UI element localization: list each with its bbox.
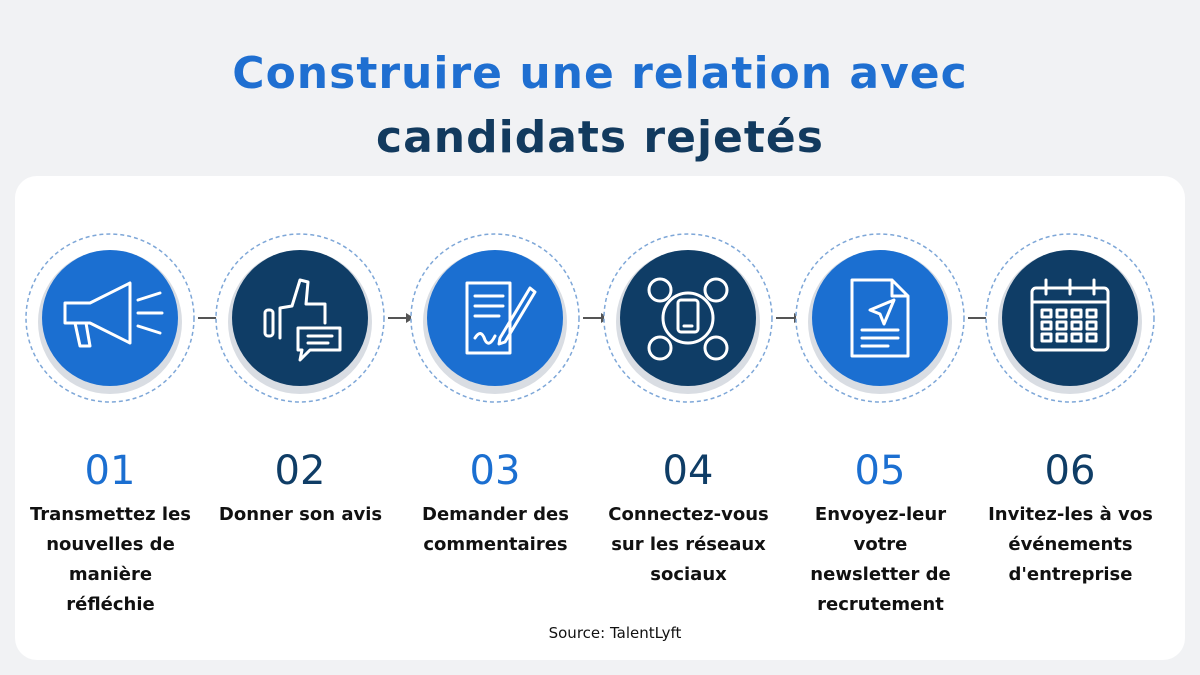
calendar-cell: [1040, 332, 1053, 343]
step-circle: [1002, 250, 1138, 386]
step-icon: [647, 277, 729, 361]
card: [15, 176, 1185, 660]
step-circle: [620, 250, 756, 386]
calendar-cell: [1085, 320, 1098, 331]
source: Source: TalentLyft: [548, 624, 682, 642]
calendar-cell: [1070, 332, 1083, 343]
calendar-cell: [1055, 308, 1068, 319]
calendar-cell: [1085, 308, 1098, 319]
step-number: 06: [1044, 448, 1096, 494]
step-label: Donner son avis: [218, 504, 383, 525]
step-circle: [42, 250, 178, 386]
step-label: Demander des commentaires: [422, 504, 569, 555]
step-icon: [850, 278, 910, 358]
step-number: 03: [469, 448, 521, 494]
step-circle: [427, 250, 563, 386]
step-label: Invitez-les à vos événements d'entrepris…: [988, 504, 1153, 585]
title-line: candidats rejetés: [376, 112, 824, 163]
calendar-cell: [1085, 332, 1098, 343]
calendar-cell: [1040, 320, 1053, 331]
step-label: Envoyez-leur votre newsletter de recrute…: [810, 504, 951, 615]
step-icon: [63, 281, 164, 348]
step-label: Transmettez les nouvelles de manière réf…: [29, 504, 192, 615]
step-number: 05: [854, 448, 906, 494]
step-icon: [1030, 278, 1110, 352]
calendar-cell: [1040, 308, 1053, 319]
calendar-cell: [1070, 308, 1083, 319]
calendar-cell: [1055, 320, 1068, 331]
step-circle: [232, 250, 368, 386]
step-label: Connectez-vous sur les réseaux sociaux: [608, 504, 769, 585]
step-number: 04: [662, 448, 714, 494]
step-number: 02: [274, 448, 326, 494]
step-number: 01: [84, 448, 136, 494]
calendar-cell: [1055, 332, 1068, 343]
arrow-head: [406, 313, 414, 323]
title-line: Construire une relation avec: [232, 48, 968, 99]
calendar-cell: [1070, 320, 1083, 331]
step-icon: [263, 278, 342, 362]
step-icon: [465, 281, 537, 355]
